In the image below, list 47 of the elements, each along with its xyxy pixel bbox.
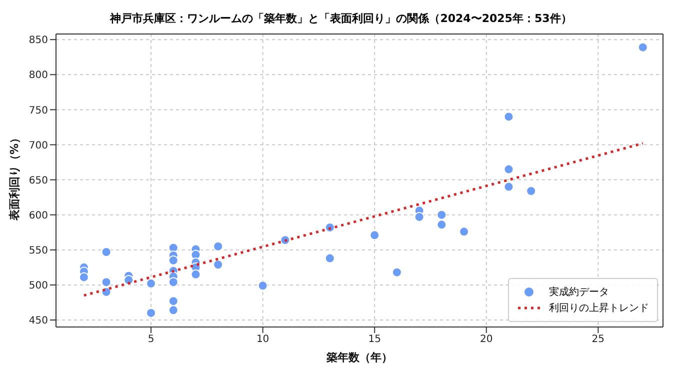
y-tick-label: 850 (28, 35, 48, 46)
point (324, 253, 335, 264)
legend-label: 利回りの上昇トレンド (549, 302, 649, 315)
x-tick-label: 5 (148, 334, 154, 346)
y-tick-label: 600 (28, 210, 48, 222)
point (638, 42, 648, 52)
point (124, 275, 134, 286)
y-tick-label: 550 (28, 245, 48, 256)
point (78, 272, 89, 282)
y-axis-title: 表面利回り（%） (8, 132, 21, 222)
point (392, 267, 402, 278)
x-tick-label: 10 (256, 334, 270, 346)
y-tick-label: 500 (28, 280, 48, 292)
point (213, 260, 224, 270)
point (280, 235, 290, 246)
y-tick-label: 800 (28, 70, 48, 82)
point (101, 247, 112, 257)
y-tick-label: 650 (28, 175, 48, 186)
point (436, 220, 447, 230)
point (146, 308, 156, 318)
point (324, 222, 335, 232)
point (414, 212, 424, 222)
point (504, 112, 514, 122)
y-tick-label: 700 (28, 140, 48, 152)
x-tick-label: 20 (480, 334, 493, 346)
y-tick-label: 750 (28, 105, 48, 116)
point (168, 296, 178, 306)
point (258, 280, 268, 291)
x-tick-label: 15 (368, 334, 381, 346)
point (146, 278, 156, 289)
point (168, 277, 178, 288)
point (168, 305, 178, 316)
y-tick-label: 450 (28, 316, 48, 327)
point (213, 241, 224, 252)
x-axis-title: 築年数（年） (326, 351, 392, 364)
point (526, 186, 536, 196)
point (436, 210, 447, 220)
point (504, 164, 514, 174)
legend-label: 実成約データ (549, 286, 609, 299)
point (504, 182, 514, 192)
point (459, 226, 470, 237)
point (168, 255, 178, 266)
point (370, 230, 380, 240)
point (190, 269, 201, 280)
point (101, 277, 112, 288)
x-tick-label: 25 (592, 334, 605, 346)
chart-title: 神戸市兵庫区：ワンルームの「築年数」と「表面利回り」の関係（2024〜2025年：53件） (108, 11, 573, 27)
